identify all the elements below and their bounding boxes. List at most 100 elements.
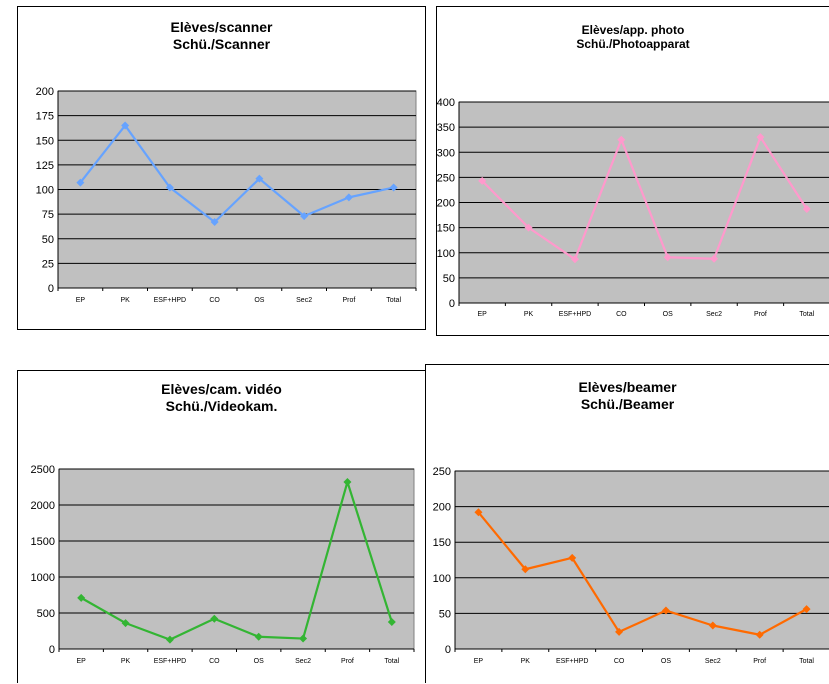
line-chart: 0 50 100 150 200 250 300 350 400 EP PK ESF+HPD CO OS S… [437,97,829,318]
chart-title: Elèves/app. photo Schü./Photoapparat [437,23,829,52]
y-tick-label: 0 [49,644,55,656]
x-tick-label: PK [120,297,130,304]
data-point [802,205,811,214]
x-tick-label: Prof [342,297,355,304]
data-point [474,508,483,517]
x-tick-label: OS [663,311,673,318]
chart-title-line-2: Schü./Videokam. [165,397,278,414]
x-tick-label: CO [614,658,625,665]
line-chart: 0 25 50 75 100 125 150 175 200 EP PK ESF+HPD CO OS Sec… [36,86,417,304]
data-point [710,254,719,263]
x-tick-label: Total [799,658,814,665]
y-tick-label: 50 [443,273,455,285]
line-chart: 0 50 100 150 200 250 EP PK ESF+HPD CO OS Sec2 Prof To… [433,466,829,665]
y-tick-label: 350 [437,122,455,134]
data-point [617,135,626,144]
y-tick-label: 100 [437,248,455,260]
data-point [121,121,130,130]
x-tick-label: Total [384,658,399,665]
data-point [121,619,130,628]
x-tick-label: ESF+HPD [559,311,591,318]
x-tick-label: ESF+HPD [154,658,186,665]
chart-eleves-scanner: Elèves/scanner Schü./Scanner 0 25 50 75 100 1… [17,6,426,330]
chart-title-line-2: Schü./Beamer [580,395,675,412]
y-tick-label: 150 [437,223,455,235]
y-tick-label: 150 [433,537,451,549]
x-tick-label: CO [616,311,627,318]
data-point [165,183,174,192]
y-tick-label: 100 [36,185,54,197]
x-tick-label: Sec2 [705,658,721,665]
chart-title-line-1: Elèves/cam. vidéo [161,381,282,397]
chart-eleves-beamer: Elèves/beamer Schü./Beamer 0 50 100 150 200 2… [425,364,829,683]
data-point [708,621,717,630]
x-tick-label: Prof [754,311,767,318]
x-tick-label: EP [474,658,484,665]
y-tick-label: 250 [437,172,455,184]
data-point [165,635,174,644]
chart-title: Elèves/scanner Schü./Scanner [18,19,425,53]
y-tick-label: 250 [433,466,451,478]
y-tick-label: 200 [437,198,455,210]
y-tick-label: 400 [437,97,455,109]
x-tick-label: EP [77,658,87,665]
x-tick-label: Prof [341,658,354,665]
y-tick-label: 50 [439,608,451,620]
y-tick-label: 1500 [31,536,55,548]
chart-title-line-2: Schü./Scanner [172,35,271,52]
x-tick-label: Prof [753,658,766,665]
data-point [389,183,398,192]
data-point [755,630,764,639]
series-line [481,136,808,261]
data-point [524,223,533,232]
y-tick-label: 500 [37,608,55,620]
x-tick-label: EP [76,297,86,304]
data-point [344,193,353,202]
data-point [387,618,396,626]
y-tick-label: 2500 [31,464,55,476]
chart-title: Elèves/cam. vidéo Schü./Videokam. [18,381,425,415]
chart-eleves-app-photo: Elèves/app. photo Schü./Photoapparat 0 50… [436,6,829,336]
line-chart: 0 500 1000 1500 2000 2500 EP PK ESF+HPD CO OS Sec2 P… [31,464,415,665]
y-tick-label: 175 [36,111,54,123]
chart-title-line-1: Elèves/beamer [578,379,677,395]
y-tick-label: 0 [449,298,455,310]
x-tick-label: OS [254,658,264,665]
y-tick-label: 2000 [31,500,55,512]
y-tick-label: 150 [36,135,54,147]
data-point [210,614,219,623]
y-tick-label: 0 [48,283,54,295]
data-point [255,174,264,183]
data-point [76,178,85,187]
data-point [663,253,672,262]
chart-title-line-1: Elèves/scanner [170,19,273,35]
x-tick-label: PK [121,658,131,665]
x-tick-label: ESF+HPD [154,297,186,304]
x-tick-label: PK [521,658,531,665]
chart-title-line-2: Schü./Photoapparat [576,37,690,52]
series-line [79,124,394,224]
chart-eleves-cam-video: Elèves/cam. vidéo Schü./Videokam. 0 500 10… [17,370,426,683]
data-point [756,133,765,142]
x-tick-label: Total [386,297,401,304]
data-point [568,553,577,562]
y-tick-label: 75 [42,209,54,221]
data-point [661,606,670,615]
data-point [521,565,530,574]
data-point [254,632,263,641]
x-tick-label: PK [524,311,534,318]
x-tick-label: Total [799,311,814,318]
series-line [80,480,393,641]
y-tick-label: 200 [433,502,451,514]
x-tick-label: CO [209,297,220,304]
data-point [802,605,811,614]
x-tick-label: Sec2 [295,658,311,665]
chart-title-line-1: Elèves/app. photo [581,23,685,37]
y-tick-label: 125 [36,160,54,172]
x-tick-label: ESF+HPD [556,658,588,665]
x-tick-label: OS [254,297,264,304]
y-tick-label: 100 [433,573,451,585]
y-tick-label: 200 [36,86,54,98]
y-tick-label: 1000 [31,572,55,584]
data-point [300,212,309,221]
